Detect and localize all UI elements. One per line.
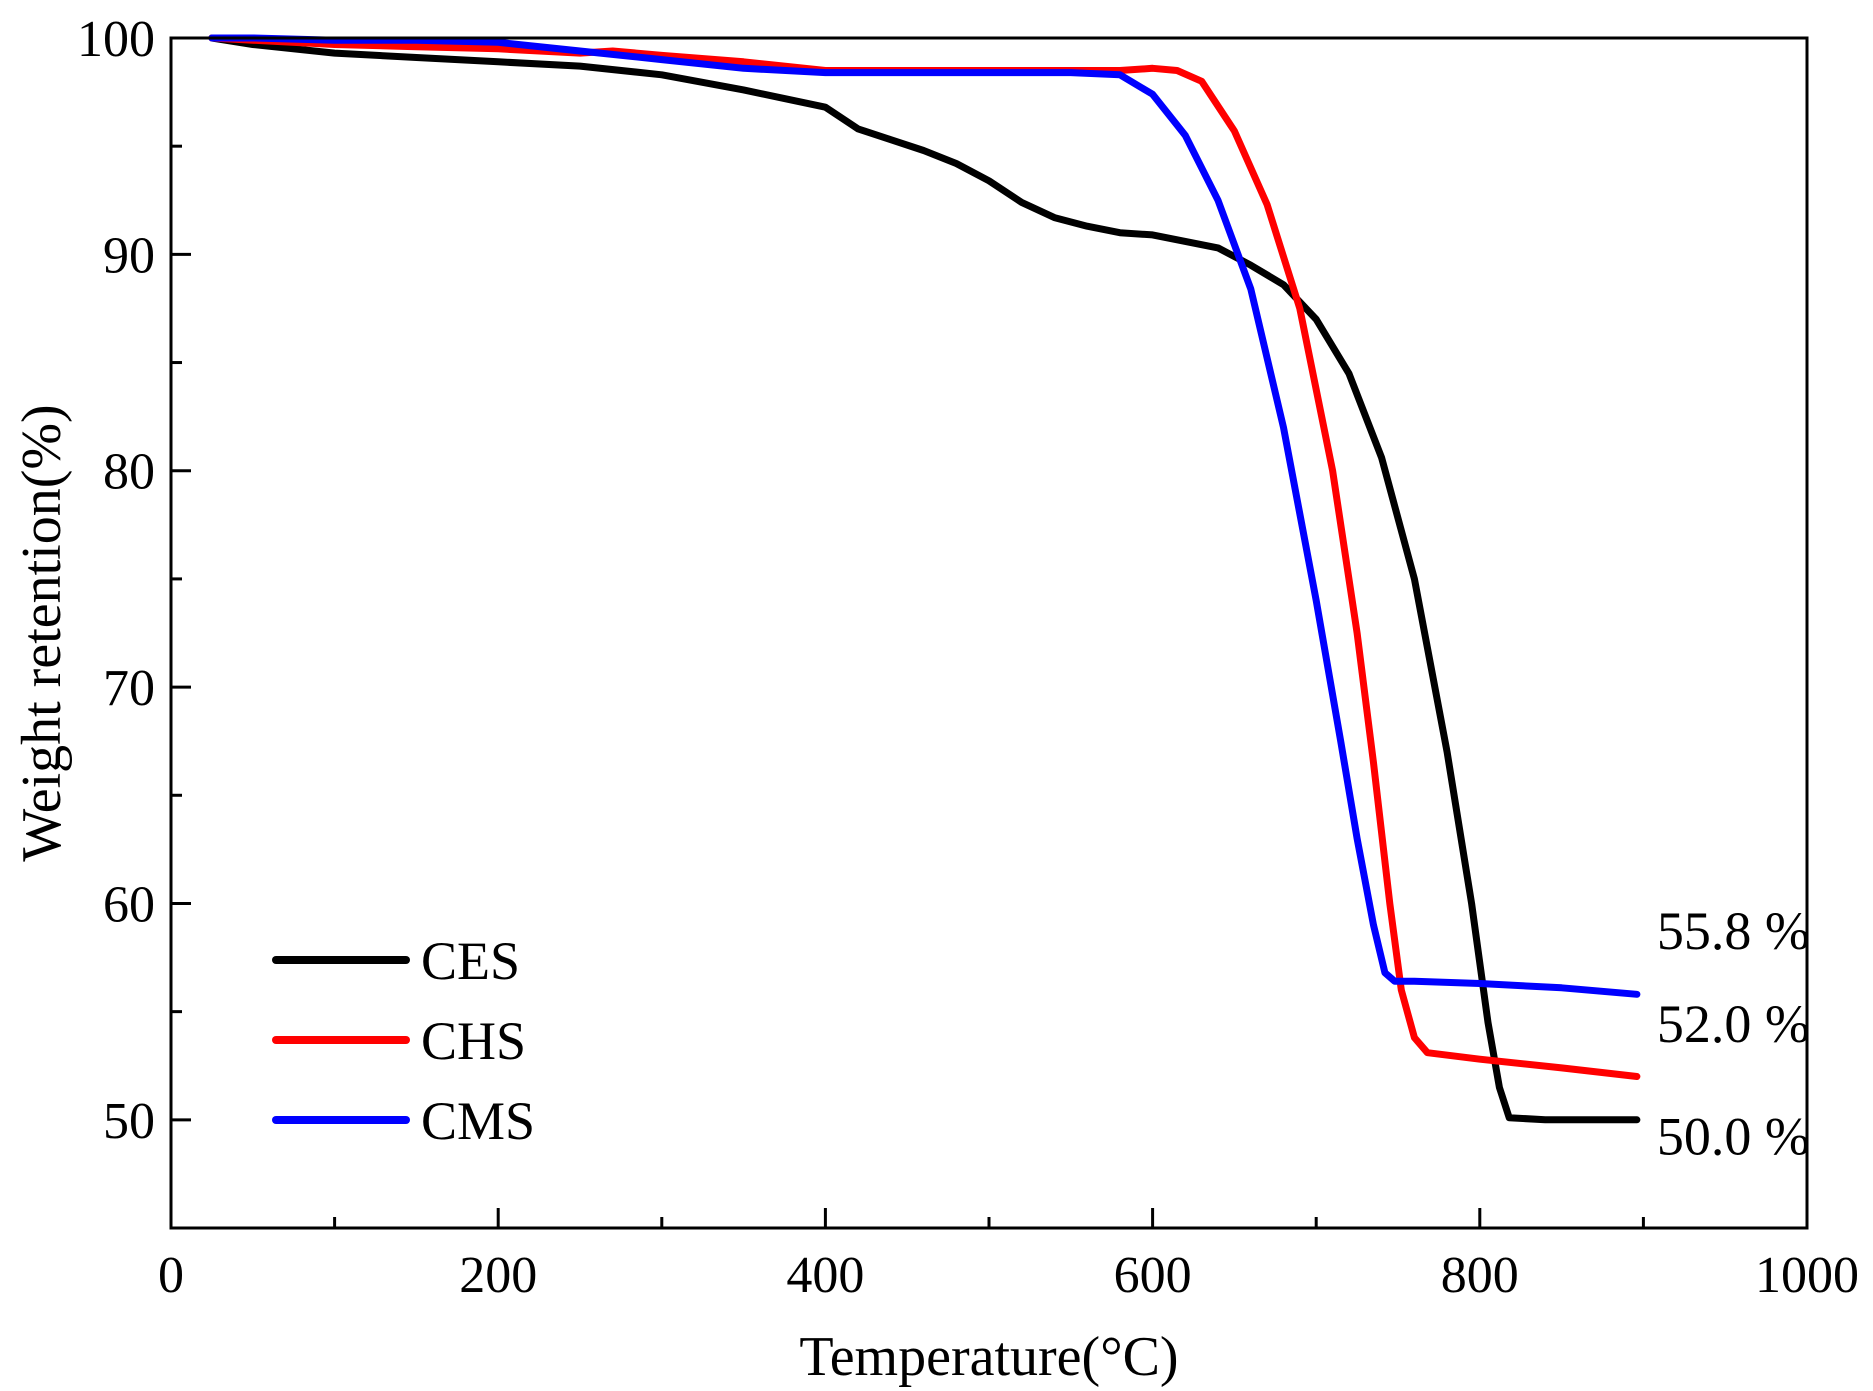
residue-annotation: 55.8 % — [1657, 901, 1810, 961]
x-tick-label: 0 — [158, 1247, 184, 1304]
y-tick-label: 50 — [103, 1093, 155, 1150]
series-line-ces — [208, 34, 1641, 1124]
y-axis-title: Weight retention(%) — [11, 404, 73, 861]
y-tick-label: 80 — [103, 444, 155, 501]
x-tick-label: 1000 — [1755, 1247, 1859, 1304]
axis-tick-labels: 0 200 400 600 800 1000 50 60 70 80 90 100 — [77, 11, 1859, 1304]
y-tick-label: 90 — [103, 227, 155, 284]
legend-label-cms: CMS — [421, 1091, 535, 1151]
series-layer — [208, 34, 1641, 1124]
y-tick-label: 70 — [103, 660, 155, 717]
plot-frame — [169, 36, 1809, 1230]
annotations: 55.8 % 52.0 % 50.0 % — [1657, 901, 1810, 1167]
x-tick-label: 600 — [1114, 1247, 1192, 1304]
residue-annotation: 52.0 % — [1657, 994, 1810, 1054]
y-tick-label: 60 — [103, 876, 155, 933]
x-axis-title: Temperature(°C) — [799, 1326, 1178, 1388]
x-tick-label: 400 — [786, 1247, 864, 1304]
legend-label-chs: CHS — [421, 1011, 526, 1071]
legend-label-ces: CES — [421, 931, 520, 991]
x-tick-label: 200 — [459, 1247, 537, 1304]
residue-annotation: 50.0 % — [1657, 1106, 1810, 1166]
axis-ticks — [169, 36, 1809, 1230]
x-tick-label: 800 — [1441, 1247, 1519, 1304]
series-line-cms — [208, 34, 1641, 998]
series-line-chs — [208, 34, 1641, 1080]
y-tick-label: 100 — [77, 11, 155, 68]
legend: CES CHS CMS — [272, 931, 535, 1151]
